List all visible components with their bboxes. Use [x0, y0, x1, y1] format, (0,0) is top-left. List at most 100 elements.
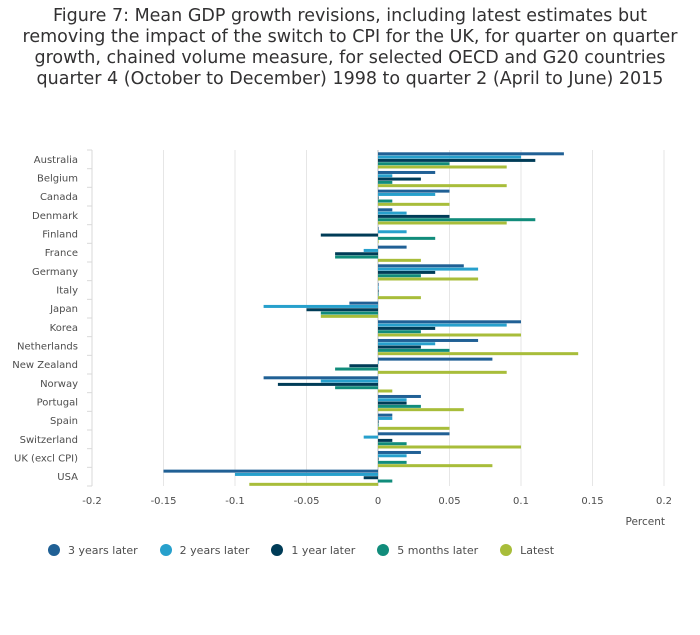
bar: [378, 170, 436, 174]
legend-item[interactable]: 2 years later: [159, 543, 250, 557]
bar: [378, 370, 507, 374]
bar: [378, 286, 379, 290]
bar: [378, 360, 379, 364]
bar: [378, 165, 507, 169]
bar: [378, 479, 393, 483]
legend-label: 5 months later: [397, 543, 479, 557]
bar: [378, 423, 379, 427]
legend-item[interactable]: 3 years later: [48, 544, 138, 557]
bar: [335, 386, 378, 390]
bar: [378, 155, 521, 159]
bar: [378, 192, 436, 196]
bar: [263, 376, 378, 380]
bar: [378, 277, 479, 281]
bar: [378, 218, 536, 222]
bar: [378, 398, 407, 402]
category-label: USA: [57, 472, 78, 483]
bar: [378, 236, 436, 240]
legend-label: 3 years later: [68, 543, 138, 557]
legend-swatch: [377, 544, 390, 556]
bar: [378, 180, 393, 184]
category-label: UK (excl CPI): [14, 454, 78, 465]
bar: [378, 199, 393, 203]
bar: [378, 323, 507, 327]
bar: [363, 248, 378, 252]
bar: [378, 457, 379, 461]
bar: [363, 435, 378, 439]
category-label: Portugal: [37, 398, 78, 409]
category-label: Netherlands: [17, 342, 78, 353]
bar: [378, 330, 421, 334]
x-tick-label: 0.1: [513, 496, 529, 507]
x-tick-label: -0.05: [294, 496, 320, 507]
bar: [378, 202, 450, 206]
bar: [378, 394, 421, 398]
bar: [378, 240, 379, 244]
chart-title-line: removing the impact of the switch to CPI…: [22, 27, 678, 47]
bar: [378, 338, 479, 342]
bar: [378, 258, 421, 262]
legend-item[interactable]: 1 year later: [271, 544, 355, 557]
bar: [378, 270, 436, 274]
bar: [378, 274, 421, 278]
bar: [378, 454, 407, 458]
bar: [378, 464, 493, 468]
bar: [378, 214, 450, 218]
bar: [378, 416, 393, 420]
bar: [378, 404, 421, 408]
bar: [378, 211, 407, 215]
legend-label: 2 years later: [179, 543, 250, 557]
legend-item[interactable]: 5 months later: [377, 544, 478, 557]
bar: [320, 233, 378, 237]
bar: [320, 314, 378, 318]
bar: [378, 152, 564, 156]
bar: [349, 301, 378, 305]
bar: [335, 367, 378, 371]
bar: [378, 245, 407, 249]
bar: [378, 184, 507, 188]
bar: [378, 292, 379, 296]
bar: [378, 174, 393, 178]
x-tick-label: 0.15: [581, 496, 603, 507]
bar: [320, 311, 378, 315]
category-label: France: [45, 248, 78, 259]
bar: [378, 333, 521, 337]
chart-legend: 3 years later 2 years later 1 year later 5 …: [48, 540, 576, 560]
bar: [277, 382, 378, 386]
bar: [378, 348, 450, 352]
bar: [378, 432, 450, 436]
bar: [378, 230, 407, 234]
bar: [378, 420, 379, 424]
legend-swatch: [500, 544, 513, 556]
bar: [378, 267, 479, 271]
legend-swatch: [159, 544, 172, 556]
category-label: Switzerland: [20, 435, 78, 446]
bar: [378, 189, 450, 193]
category-label: Finland: [42, 230, 78, 241]
x-tick-label: -0.1: [225, 496, 245, 507]
chart-title-line: quarter 4 (October to December) 1998 to …: [36, 69, 664, 89]
bar: [378, 345, 421, 349]
legend-item[interactable]: Latest: [500, 544, 554, 557]
bar: [249, 482, 378, 486]
category-label: Spain: [50, 416, 78, 427]
category-label: Australia: [34, 155, 78, 166]
category-label: Japan: [49, 304, 78, 315]
bar: [349, 364, 378, 368]
bar: [378, 352, 579, 356]
bar: [378, 450, 421, 454]
category-label: Germany: [32, 267, 78, 278]
x-tick-label: 0.05: [438, 496, 460, 507]
bar: [378, 342, 436, 346]
category-label: Korea: [50, 323, 78, 334]
bar: [378, 289, 379, 293]
bar: [378, 208, 393, 212]
bar: [378, 389, 393, 393]
bar: [378, 460, 407, 464]
bar: [378, 357, 493, 361]
legend-label: Latest: [520, 543, 555, 557]
bar: [378, 326, 436, 330]
bar: [378, 221, 507, 225]
